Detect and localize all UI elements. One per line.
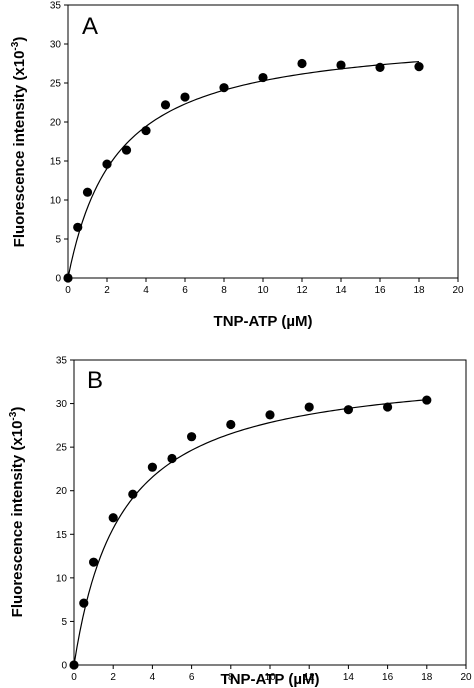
data-point <box>219 83 229 93</box>
ticks: 0 2 4 6 8 10 12 14 16 18 20 0 5 10 15 20 25 30 35 <box>56 356 472 684</box>
y-tick-label: 25 <box>56 443 68 454</box>
data-point <box>79 598 89 608</box>
data-point <box>141 125 151 136</box>
y-tick-label: 15 <box>50 157 62 168</box>
x-tick-label: 0 <box>71 672 77 683</box>
data-point <box>336 60 346 70</box>
ticks: 0 2 4 6 8 10 12 14 16 18 20 0 5 10 15 20 25 30 35 <box>50 1 464 297</box>
panel-b: B 0 2 4 6 8 10 12 14 16 18 20 0 5 10 15 20 25 30 35 TNP-AT… <box>8 356 472 688</box>
y-tick-label: 20 <box>50 118 62 129</box>
y-tick-label: 30 <box>50 40 62 51</box>
y-tick-label: 20 <box>56 486 68 497</box>
fit-curve-group <box>67 60 420 279</box>
fit-curve-group <box>73 399 427 666</box>
y-tick-label: 10 <box>50 196 62 207</box>
y-axis-title-main: Fluorescence intensity (x10 <box>11 51 28 248</box>
y-tick-label: 5 <box>55 235 61 246</box>
data-point <box>414 62 424 72</box>
data-point <box>128 489 138 499</box>
y-axis-title-superscript: -3 <box>10 41 21 50</box>
data-point <box>258 72 268 83</box>
y-axis-title-close: ) <box>11 37 28 42</box>
y-tick-label: 5 <box>61 617 67 628</box>
data-point <box>82 187 93 197</box>
y-axis-title: Fluorescence intensity (x10-3) <box>10 37 28 248</box>
x-tick-label: 16 <box>374 285 386 296</box>
x-tick-label: 10 <box>264 672 276 683</box>
data-point <box>69 660 79 670</box>
y-axis-title-main: Fluorescence intensity (x10 <box>9 421 26 618</box>
data-point <box>304 402 314 412</box>
x-tick-label: 20 <box>460 672 472 683</box>
data-point <box>383 402 393 412</box>
x-axis-title: TNP-ATP (µM) <box>221 671 320 688</box>
data-point <box>180 92 190 102</box>
x-tick-label: 2 <box>104 285 110 296</box>
x-tick-label: 0 <box>65 285 71 296</box>
x-axis-title: TNP-ATP (µM) <box>214 313 313 330</box>
x-tick-label: 18 <box>413 285 425 296</box>
x-tick-label: 10 <box>257 285 269 296</box>
data-point <box>102 159 112 169</box>
data-point <box>265 410 275 420</box>
x-tick-label: 16 <box>382 672 394 683</box>
y-axis-title: Fluorescence intensity (x10-3) <box>8 407 26 618</box>
data-point <box>108 513 118 523</box>
data-points <box>69 395 432 670</box>
x-tick-label: 14 <box>343 672 355 683</box>
y-tick-label: 35 <box>50 1 62 12</box>
data-point <box>160 100 171 110</box>
data-point <box>121 145 132 155</box>
x-tick-label: 20 <box>452 285 464 296</box>
panel-label: A <box>82 13 98 40</box>
data-point <box>187 432 197 442</box>
x-tick-label: 8 <box>228 672 234 683</box>
y-tick-label: 10 <box>56 573 68 584</box>
data-point <box>89 557 99 567</box>
x-tick-label: 18 <box>421 672 433 683</box>
plot-frame <box>67 4 459 279</box>
data-point <box>226 419 236 430</box>
data-point <box>422 395 432 405</box>
data-point <box>343 405 353 415</box>
x-tick-label: 4 <box>143 285 149 296</box>
x-tick-label: 8 <box>221 285 227 296</box>
x-tick-label: 14 <box>335 285 347 296</box>
data-point <box>375 62 385 72</box>
panel-label: B <box>87 367 103 394</box>
y-tick-label: 0 <box>61 661 67 672</box>
x-tick-label: 2 <box>110 672 116 683</box>
y-tick-label: 0 <box>55 274 61 285</box>
x-tick-label: 4 <box>150 672 156 683</box>
data-point <box>167 453 177 464</box>
y-tick-label: 30 <box>56 399 68 410</box>
data-point <box>147 462 157 472</box>
x-tick-label: 6 <box>182 285 188 296</box>
y-tick-label: 15 <box>56 530 68 541</box>
plot-frame <box>73 359 467 666</box>
x-tick-label: 12 <box>304 672 316 683</box>
x-tick-label: 6 <box>189 672 195 683</box>
y-axis-title-close: ) <box>9 407 26 412</box>
y-tick-label: 25 <box>50 79 62 90</box>
data-points <box>63 58 424 283</box>
data-point <box>73 222 83 232</box>
panel-a: A 0 2 4 6 8 10 12 14 16 18 20 0 5 10 15 20 25 30 35 TNP-AT… <box>10 1 464 331</box>
fit-curve <box>73 399 427 666</box>
fit-curve <box>67 60 420 279</box>
y-axis-title-superscript: -3 <box>8 411 19 420</box>
data-point <box>297 58 307 69</box>
x-tick-label: 12 <box>296 285 308 296</box>
y-tick-label: 35 <box>56 356 68 367</box>
data-point <box>63 273 73 283</box>
